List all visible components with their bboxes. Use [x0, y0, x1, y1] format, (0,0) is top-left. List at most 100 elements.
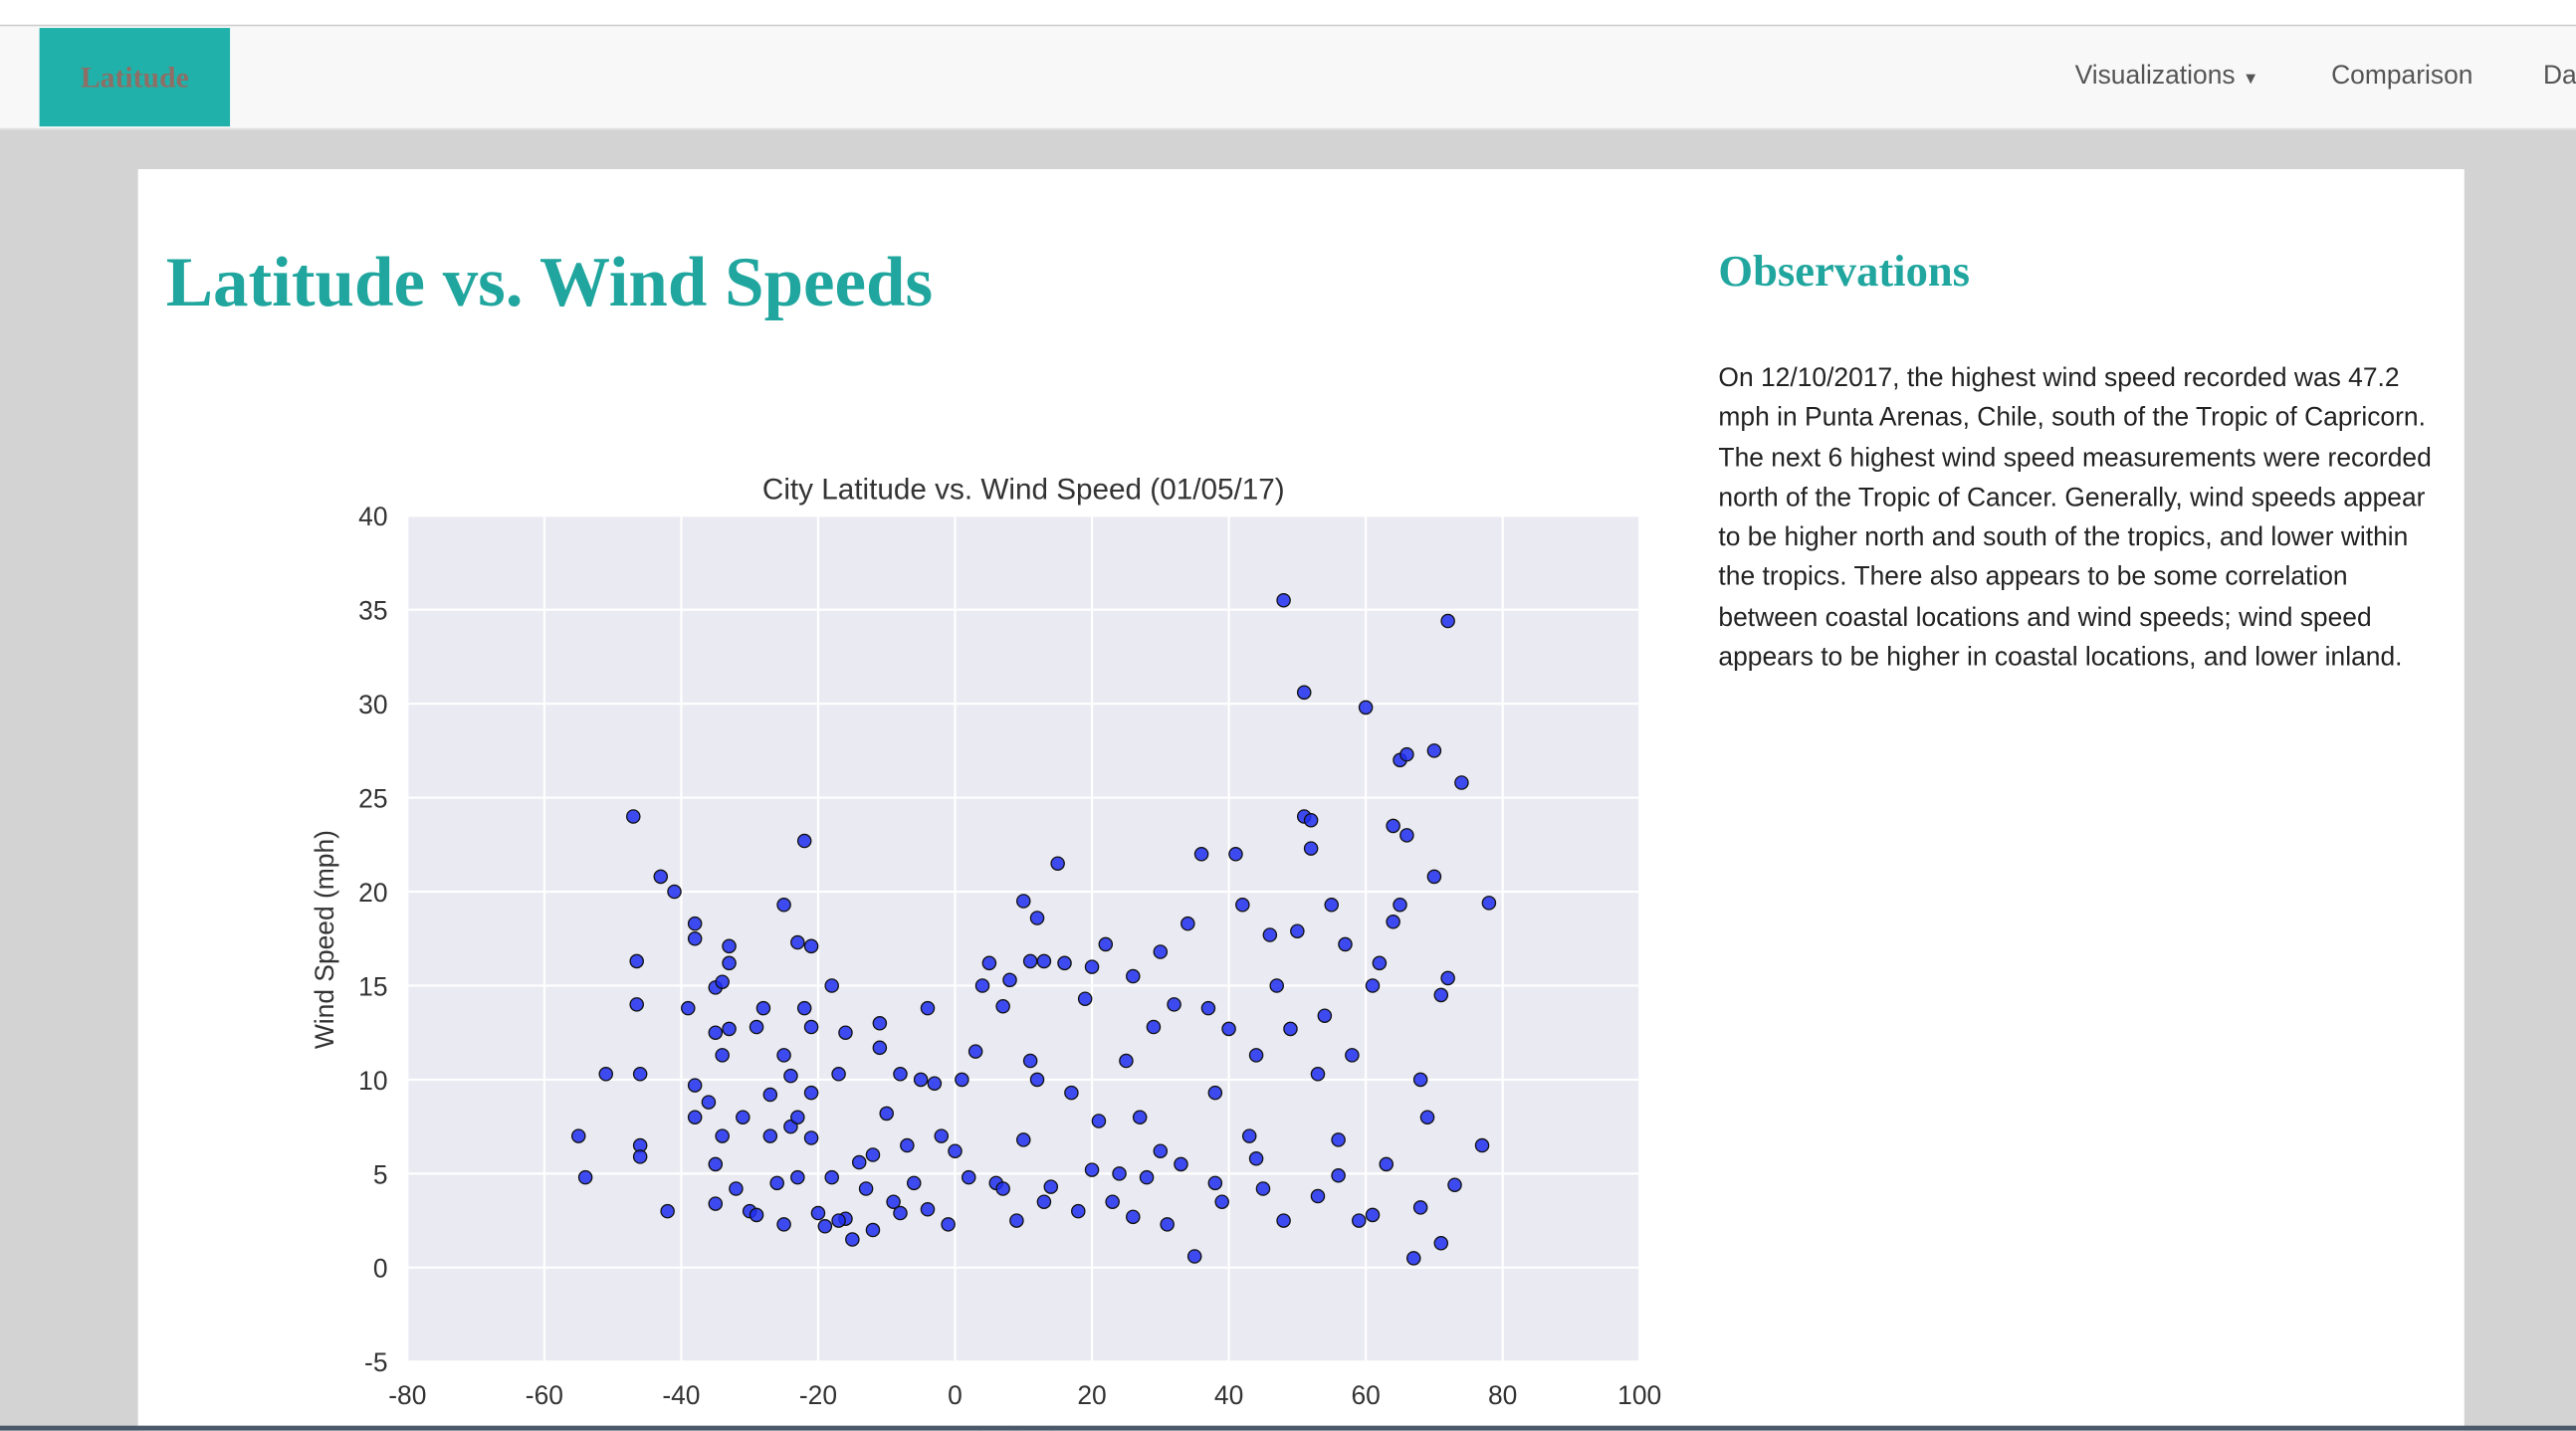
data-point [629, 953, 644, 969]
x-tick-label: -60 [526, 1380, 563, 1410]
data-point [831, 1213, 846, 1228]
data-point [749, 1207, 764, 1223]
data-point [838, 1025, 853, 1040]
data-point [1084, 959, 1100, 974]
data-point [1358, 700, 1374, 716]
data-point [1283, 1021, 1298, 1037]
data-point [776, 898, 791, 913]
y-tick-label: 15 [358, 971, 387, 1001]
data-point [1255, 1181, 1271, 1196]
data-point [1050, 856, 1065, 871]
data-point [790, 1110, 805, 1124]
data-point [1036, 953, 1052, 969]
data-point [1214, 1194, 1229, 1209]
data-point [1269, 978, 1284, 993]
data-point [790, 934, 805, 950]
data-point [1029, 1072, 1045, 1088]
brand[interactable]: Latitude [39, 28, 231, 127]
chart-title: City Latitude vs. Wind Speed (01/05/17) [762, 474, 1285, 507]
data-point [1009, 1213, 1024, 1228]
data-point [893, 1205, 908, 1221]
data-point [1200, 1000, 1216, 1016]
nav-item[interactable]: Da [2542, 62, 2576, 91]
data-point [1481, 896, 1497, 911]
data-point [632, 1149, 648, 1164]
data-point [1186, 1249, 1202, 1264]
data-point [701, 1095, 717, 1110]
data-point [1440, 613, 1455, 629]
data-point [1406, 1251, 1421, 1266]
data-point [1207, 1085, 1223, 1101]
data-point [1153, 944, 1169, 959]
data-point [1221, 1021, 1236, 1037]
data-point [1474, 1137, 1490, 1153]
data-point [687, 916, 703, 931]
data-point [1310, 1067, 1326, 1082]
data-point [948, 1143, 963, 1158]
data-point [1365, 978, 1381, 993]
data-point [1393, 898, 1407, 913]
data-point [1091, 1114, 1107, 1128]
data-point [1139, 1169, 1155, 1185]
data-point [1345, 1048, 1360, 1063]
data-point [1248, 1048, 1264, 1063]
data-point [981, 955, 997, 971]
data-point [570, 1128, 586, 1143]
data-point [803, 1019, 819, 1035]
nav-item[interactable]: Comparison [2331, 62, 2473, 91]
data-point [961, 1169, 976, 1185]
data-point [736, 1110, 751, 1124]
data-point [1228, 847, 1243, 862]
data-point [803, 938, 819, 954]
data-point [681, 1000, 696, 1016]
data-point [577, 1169, 593, 1185]
nav-dropdown[interactable]: Visualizations ▼ [2074, 62, 2259, 91]
data-point [1174, 1156, 1188, 1172]
data-point [974, 978, 990, 993]
data-point [1029, 911, 1045, 925]
data-point [1426, 869, 1442, 885]
data-point [1447, 1177, 1462, 1192]
data-point [1276, 1213, 1291, 1228]
data-point [1241, 1128, 1257, 1143]
data-point [708, 1196, 724, 1211]
data-point [1379, 1156, 1395, 1172]
data-point [632, 1067, 648, 1082]
data-point [796, 833, 812, 849]
data-point [1112, 1166, 1127, 1181]
data-point [1290, 923, 1305, 938]
data-point [995, 999, 1010, 1014]
nav-item[interactable]: Visualizations [2074, 62, 2236, 91]
data-point [1105, 1194, 1120, 1209]
y-tick-label: 40 [358, 502, 387, 531]
data-point [1248, 1151, 1264, 1166]
data-point [851, 1154, 867, 1170]
data-point [1016, 894, 1031, 909]
browser-bar [0, 0, 2576, 27]
data-point [1016, 1132, 1031, 1147]
data-point [865, 1147, 881, 1162]
data-point [715, 974, 730, 989]
data-point [769, 1175, 784, 1191]
x-tick-label: 60 [1351, 1380, 1380, 1410]
data-point [1386, 818, 1400, 834]
data-point [660, 1203, 675, 1219]
data-point [934, 1128, 950, 1143]
data-point [1132, 1110, 1148, 1124]
data-point [920, 1202, 936, 1217]
y-tick-label: 25 [358, 784, 387, 814]
data-point [803, 1085, 819, 1101]
data-point [1365, 1207, 1381, 1223]
data-point [749, 1019, 764, 1035]
data-point [1419, 1110, 1435, 1124]
x-tick-label: 0 [948, 1380, 963, 1410]
data-point [1440, 970, 1455, 986]
y-tick-label: 30 [358, 690, 387, 719]
data-point [1331, 1168, 1346, 1183]
data-point [1126, 1209, 1141, 1225]
data-point [687, 931, 703, 946]
data-point [762, 1128, 778, 1143]
x-tick-label: -40 [662, 1380, 700, 1410]
